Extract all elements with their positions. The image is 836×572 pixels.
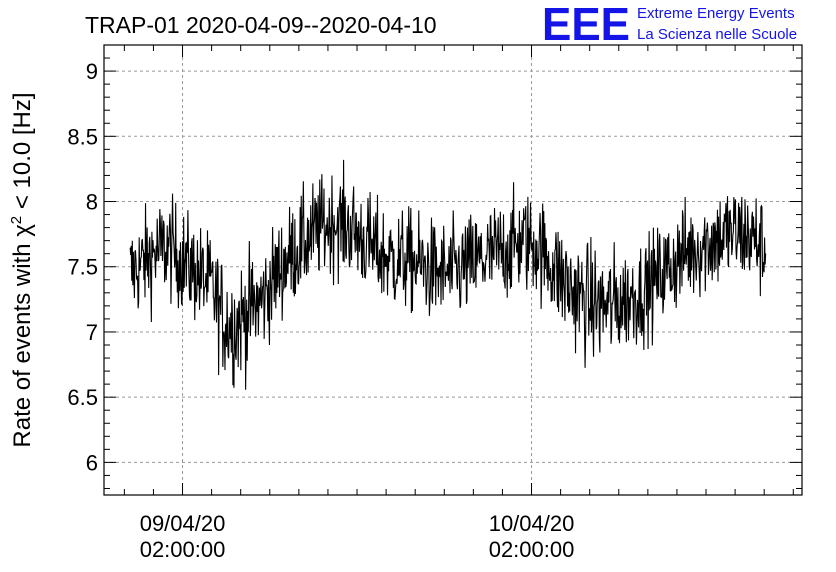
y-tick-label: 7.5 [67, 255, 98, 280]
plot-frame [103, 44, 803, 496]
y-tick-label: 7 [86, 320, 98, 345]
x-tick-label-date: 09/04/20 [140, 511, 226, 536]
y-tick-label: 6.5 [67, 385, 98, 410]
y-tick-label: 8.5 [67, 124, 98, 149]
eee-logo-letters: EEE [542, 0, 630, 50]
y-axis-label-rest: < 10.0 [Hz] [9, 92, 36, 215]
logo-line-1: Extreme Energy Events [637, 5, 795, 22]
x-tick-label-date: 10/04/20 [489, 511, 575, 536]
eee-logo: EEE Extreme Energy Events La Scienza nel… [542, 0, 797, 50]
y-axis-label-sup: 2 [8, 216, 25, 224]
axes [103, 44, 803, 496]
rate-series-line [129, 159, 767, 390]
y-tick-label: 8 [86, 190, 98, 215]
logo-line-2: La Scienza nelle Scuole [637, 26, 797, 43]
y-axis-label-chi: χ [9, 224, 36, 237]
data-layer [129, 159, 767, 390]
x-tick-label-time: 02:00:00 [140, 537, 226, 562]
tick-labels: 66.577.588.5909/04/2002:00:0010/04/2002:… [67, 59, 574, 562]
chart-title: TRAP-01 2020-04-09--2020-04-10 [85, 12, 437, 38]
y-tick-label: 6 [86, 450, 98, 475]
x-tick-label-time: 02:00:00 [489, 537, 575, 562]
y-axis-label: Rate of events with χ2 < 10.0 [Hz] [8, 92, 36, 447]
y-tick-label: 9 [86, 59, 98, 84]
y-axis-label-main: Rate of events with [9, 237, 36, 448]
